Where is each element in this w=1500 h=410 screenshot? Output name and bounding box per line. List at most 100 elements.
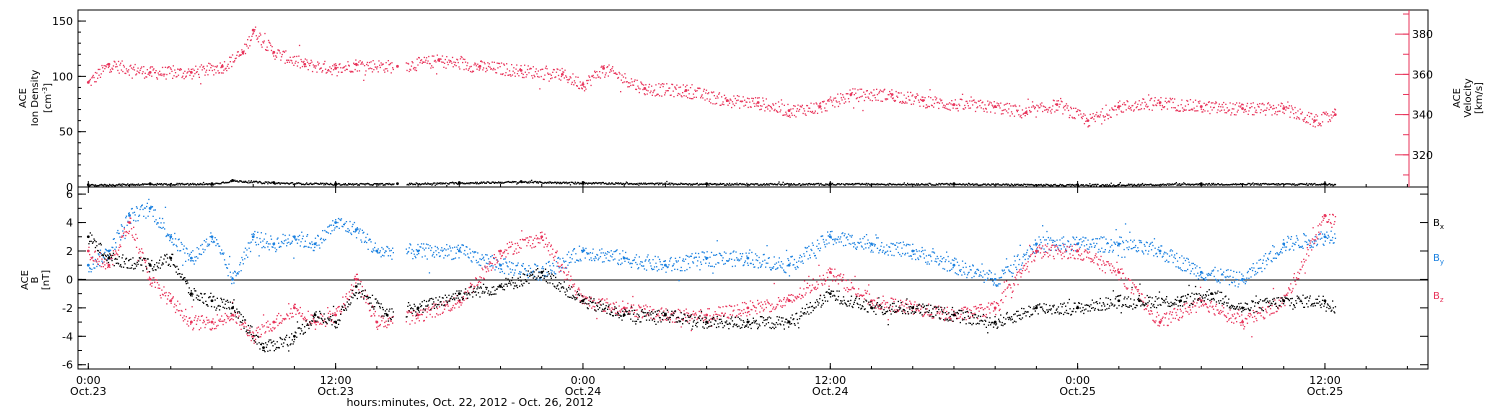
density-sample (982, 183, 985, 185)
by-sample (891, 254, 893, 256)
velocity-sample (495, 72, 497, 74)
velocity-sample (578, 87, 580, 89)
density-sample (949, 182, 952, 185)
by-sample (985, 279, 987, 281)
density-sample (417, 183, 419, 185)
by-sample (899, 253, 901, 256)
by-sample (973, 275, 975, 278)
by-sample (824, 246, 827, 248)
density-sample (465, 183, 467, 185)
density-sample (833, 184, 835, 186)
by-sample (135, 206, 138, 208)
velocity-sample (509, 74, 511, 76)
by-sample (288, 241, 290, 243)
density-sample (606, 183, 608, 185)
density-sample (805, 183, 807, 185)
velocity-sample (319, 68, 321, 70)
by-sample (127, 220, 129, 222)
density-sample (655, 182, 657, 184)
by-sample (141, 205, 143, 207)
density-sample (1006, 184, 1008, 186)
density-sample (1144, 183, 1146, 186)
density-sample (113, 185, 116, 187)
by-sample (513, 272, 516, 274)
density-sample (975, 184, 977, 186)
velocity-sample (544, 67, 547, 69)
velocity-sample (1101, 108, 1104, 110)
velocity-sample (418, 56, 420, 59)
by-sample (547, 261, 550, 263)
by-sample (805, 247, 807, 249)
velocity-sample (559, 69, 561, 71)
by-sample (1181, 270, 1184, 272)
velocity-sample (632, 84, 634, 86)
by-sample (653, 266, 656, 268)
density-sample (419, 184, 421, 186)
by-sample (311, 241, 313, 243)
by-sample (104, 251, 106, 254)
velocity-sample (413, 66, 415, 69)
velocity-sample (187, 68, 190, 70)
by-sample (262, 240, 264, 242)
density-sample (1292, 183, 1294, 185)
density-sample (965, 183, 967, 185)
density-sample (718, 183, 720, 185)
velocity-sample (406, 69, 408, 72)
density-sample (163, 183, 165, 185)
velocity-sample (110, 71, 112, 73)
velocity-sample (569, 76, 571, 78)
by-sample (578, 245, 581, 247)
velocity-sample (313, 66, 315, 68)
by-sample (972, 265, 974, 267)
by-point (231, 278, 234, 281)
by-sample (101, 260, 103, 262)
by-sample (700, 261, 702, 263)
velocity-sample (378, 60, 380, 62)
velocity-sample (1111, 107, 1113, 109)
density-sample (714, 183, 717, 185)
density-sample (223, 182, 225, 184)
density-sample (1184, 183, 1187, 185)
by-sample (1029, 256, 1031, 258)
by-sample (213, 241, 216, 243)
velocity-sample (588, 76, 591, 78)
density-sample (104, 183, 106, 186)
density-sample (452, 182, 454, 184)
by-sample (783, 269, 785, 271)
velocity-sample (227, 63, 229, 65)
velocity-sample (785, 113, 788, 115)
velocity-sample (177, 74, 180, 76)
x-tick-label-date: Oct.24 (565, 385, 602, 398)
by-sample (823, 241, 825, 243)
by-sample (597, 259, 599, 261)
by-sample (407, 250, 410, 253)
by-sample (329, 224, 331, 226)
density-sample (792, 184, 794, 186)
by-sample (876, 237, 878, 239)
by-sample (1170, 249, 1172, 251)
by-sample (591, 252, 594, 254)
velocity-sample (1238, 102, 1241, 104)
by-sample (977, 269, 980, 271)
density-sample (798, 183, 800, 185)
density-sample (843, 183, 845, 186)
by-sample (234, 270, 236, 272)
density-sample (414, 184, 417, 186)
by-sample (817, 248, 819, 250)
by-sample (627, 258, 629, 260)
velocity-sample (381, 63, 384, 65)
velocity-sample (787, 103, 789, 106)
velocity-sample (971, 100, 973, 102)
density-sample (127, 183, 129, 185)
density-sample (1200, 183, 1202, 185)
by-sample (935, 261, 938, 263)
velocity-sample (1224, 112, 1226, 114)
by-sample (656, 270, 658, 272)
velocity-sample (1091, 117, 1093, 119)
velocity-sample (288, 61, 291, 63)
by-sample (912, 253, 915, 255)
velocity-sample (1212, 102, 1214, 104)
velocity-sample (654, 95, 656, 97)
velocity-sample (635, 88, 637, 90)
